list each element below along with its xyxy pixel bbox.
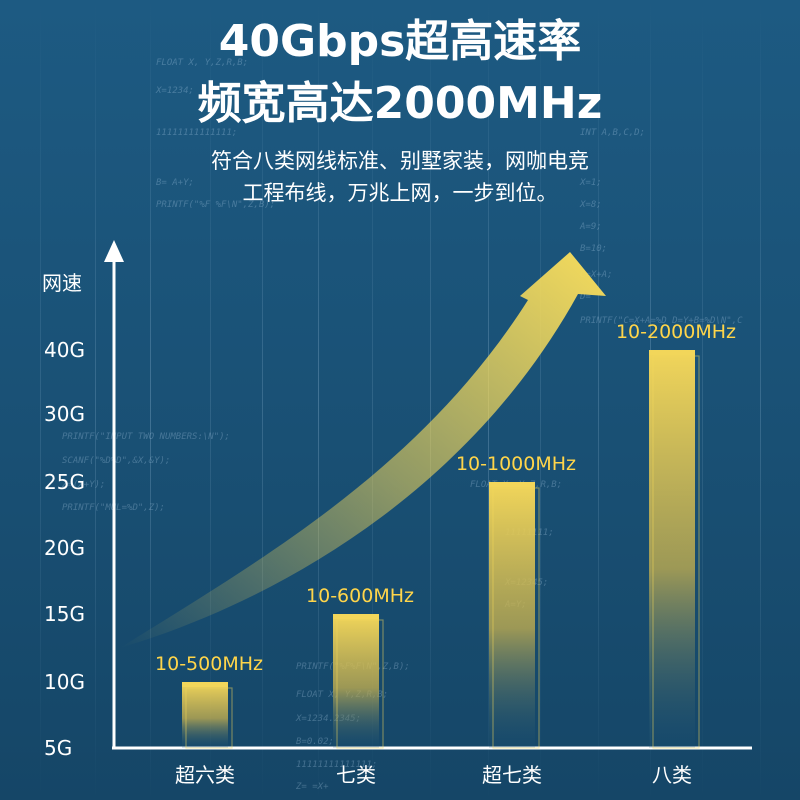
x-tick-label: 八类 <box>652 763 692 787</box>
data-labels: 10-500MHz 10-600MHz 10-1000MHz 10-2000MHz <box>155 321 736 675</box>
data-label: 10-600MHz <box>306 585 414 607</box>
x-tick-labels: 超六类 七类 超七类 八类 <box>175 763 692 787</box>
data-label: 10-1000MHz <box>456 453 576 475</box>
y-tick-labels: 5G 10G 15G 20G 25G 30G 40G <box>44 338 85 760</box>
bar <box>333 614 379 748</box>
page-title-line1: 40Gbps超高速率 <box>218 16 582 67</box>
y-tick-label: 40G <box>44 338 85 362</box>
y-tick-label: 15G <box>44 602 85 626</box>
y-tick-label: 10G <box>44 670 85 694</box>
bar-outline <box>185 687 233 749</box>
bar-outline <box>492 487 540 749</box>
x-tick-label: 超七类 <box>482 763 542 787</box>
y-axis-arrowhead <box>104 240 124 262</box>
y-axis-label: 网速 <box>42 271 82 295</box>
y-tick-label: 5G <box>44 736 72 760</box>
bar <box>649 350 695 748</box>
data-label: 10-2000MHz <box>616 321 736 343</box>
bar-top-cap <box>333 614 379 619</box>
bars <box>182 350 700 749</box>
bar-outline <box>652 355 700 749</box>
bar-top-cap <box>182 682 228 687</box>
bar-top-cap <box>649 350 695 355</box>
x-tick-label: 七类 <box>336 763 376 787</box>
x-tick-label: 超六类 <box>175 763 235 787</box>
data-label: 10-500MHz <box>155 653 263 675</box>
y-tick-label: 20G <box>44 536 85 560</box>
y-tick-label: 30G <box>44 402 85 426</box>
subtitle-line2: 工程布线，万兆上网，一步到位。 <box>242 181 558 205</box>
trend-arrow <box>120 252 606 648</box>
subtitle-line1: 符合八类网线标准、别墅家装，网咖电竞 <box>211 149 589 173</box>
bar <box>182 682 228 748</box>
y-tick-label: 25G <box>44 470 85 494</box>
page-title-line2: 频宽高达2000MHz <box>197 78 603 129</box>
bar-top-cap <box>489 482 535 487</box>
bar <box>489 482 535 748</box>
bar-outline <box>336 619 384 749</box>
